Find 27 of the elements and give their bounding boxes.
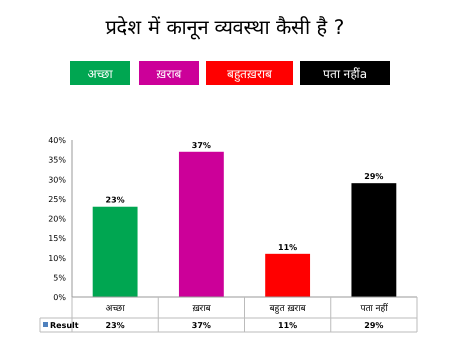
y-tick-label: 30%: [48, 175, 66, 184]
text: 11%: [278, 242, 298, 252]
text: 23%: [106, 196, 125, 205]
y-tick-label: 10%: [48, 254, 66, 263]
text: 29%: [364, 172, 384, 182]
annotation: ख़राब: [156, 67, 182, 81]
x-tick-label: अच्छा: [106, 304, 126, 314]
title: प्रदेश में कानून व्यवस्था कैसी है ?: [106, 15, 344, 39]
y-tick-label: 20%: [48, 214, 66, 224]
x-tick-label: पता नहीं: [360, 302, 388, 314]
data-label: 11%: [278, 321, 298, 330]
data-label: 23%: [106, 321, 125, 330]
y-tick-label: 25%: [48, 194, 66, 204]
x-tick-label: बहुत ख़राब: [270, 304, 307, 314]
x-tick-label: ख़राब: [192, 304, 212, 314]
y-tick-label: 0%: [53, 293, 66, 302]
y-tick-label: 35%: [48, 156, 66, 165]
text: 37%: [192, 140, 211, 150]
annotation: बहुतख़राब: [227, 67, 272, 81]
data-label: 29%: [364, 321, 384, 330]
text: Result: [50, 321, 79, 330]
annotation: पता नहींa: [322, 67, 368, 81]
annotation: अच्छा: [88, 67, 112, 81]
y-tick-label: 5%: [53, 273, 66, 282]
y-tick-label: 40%: [48, 136, 66, 145]
data-label: 37%: [192, 321, 211, 330]
y-tick-label: 15%: [48, 234, 66, 244]
